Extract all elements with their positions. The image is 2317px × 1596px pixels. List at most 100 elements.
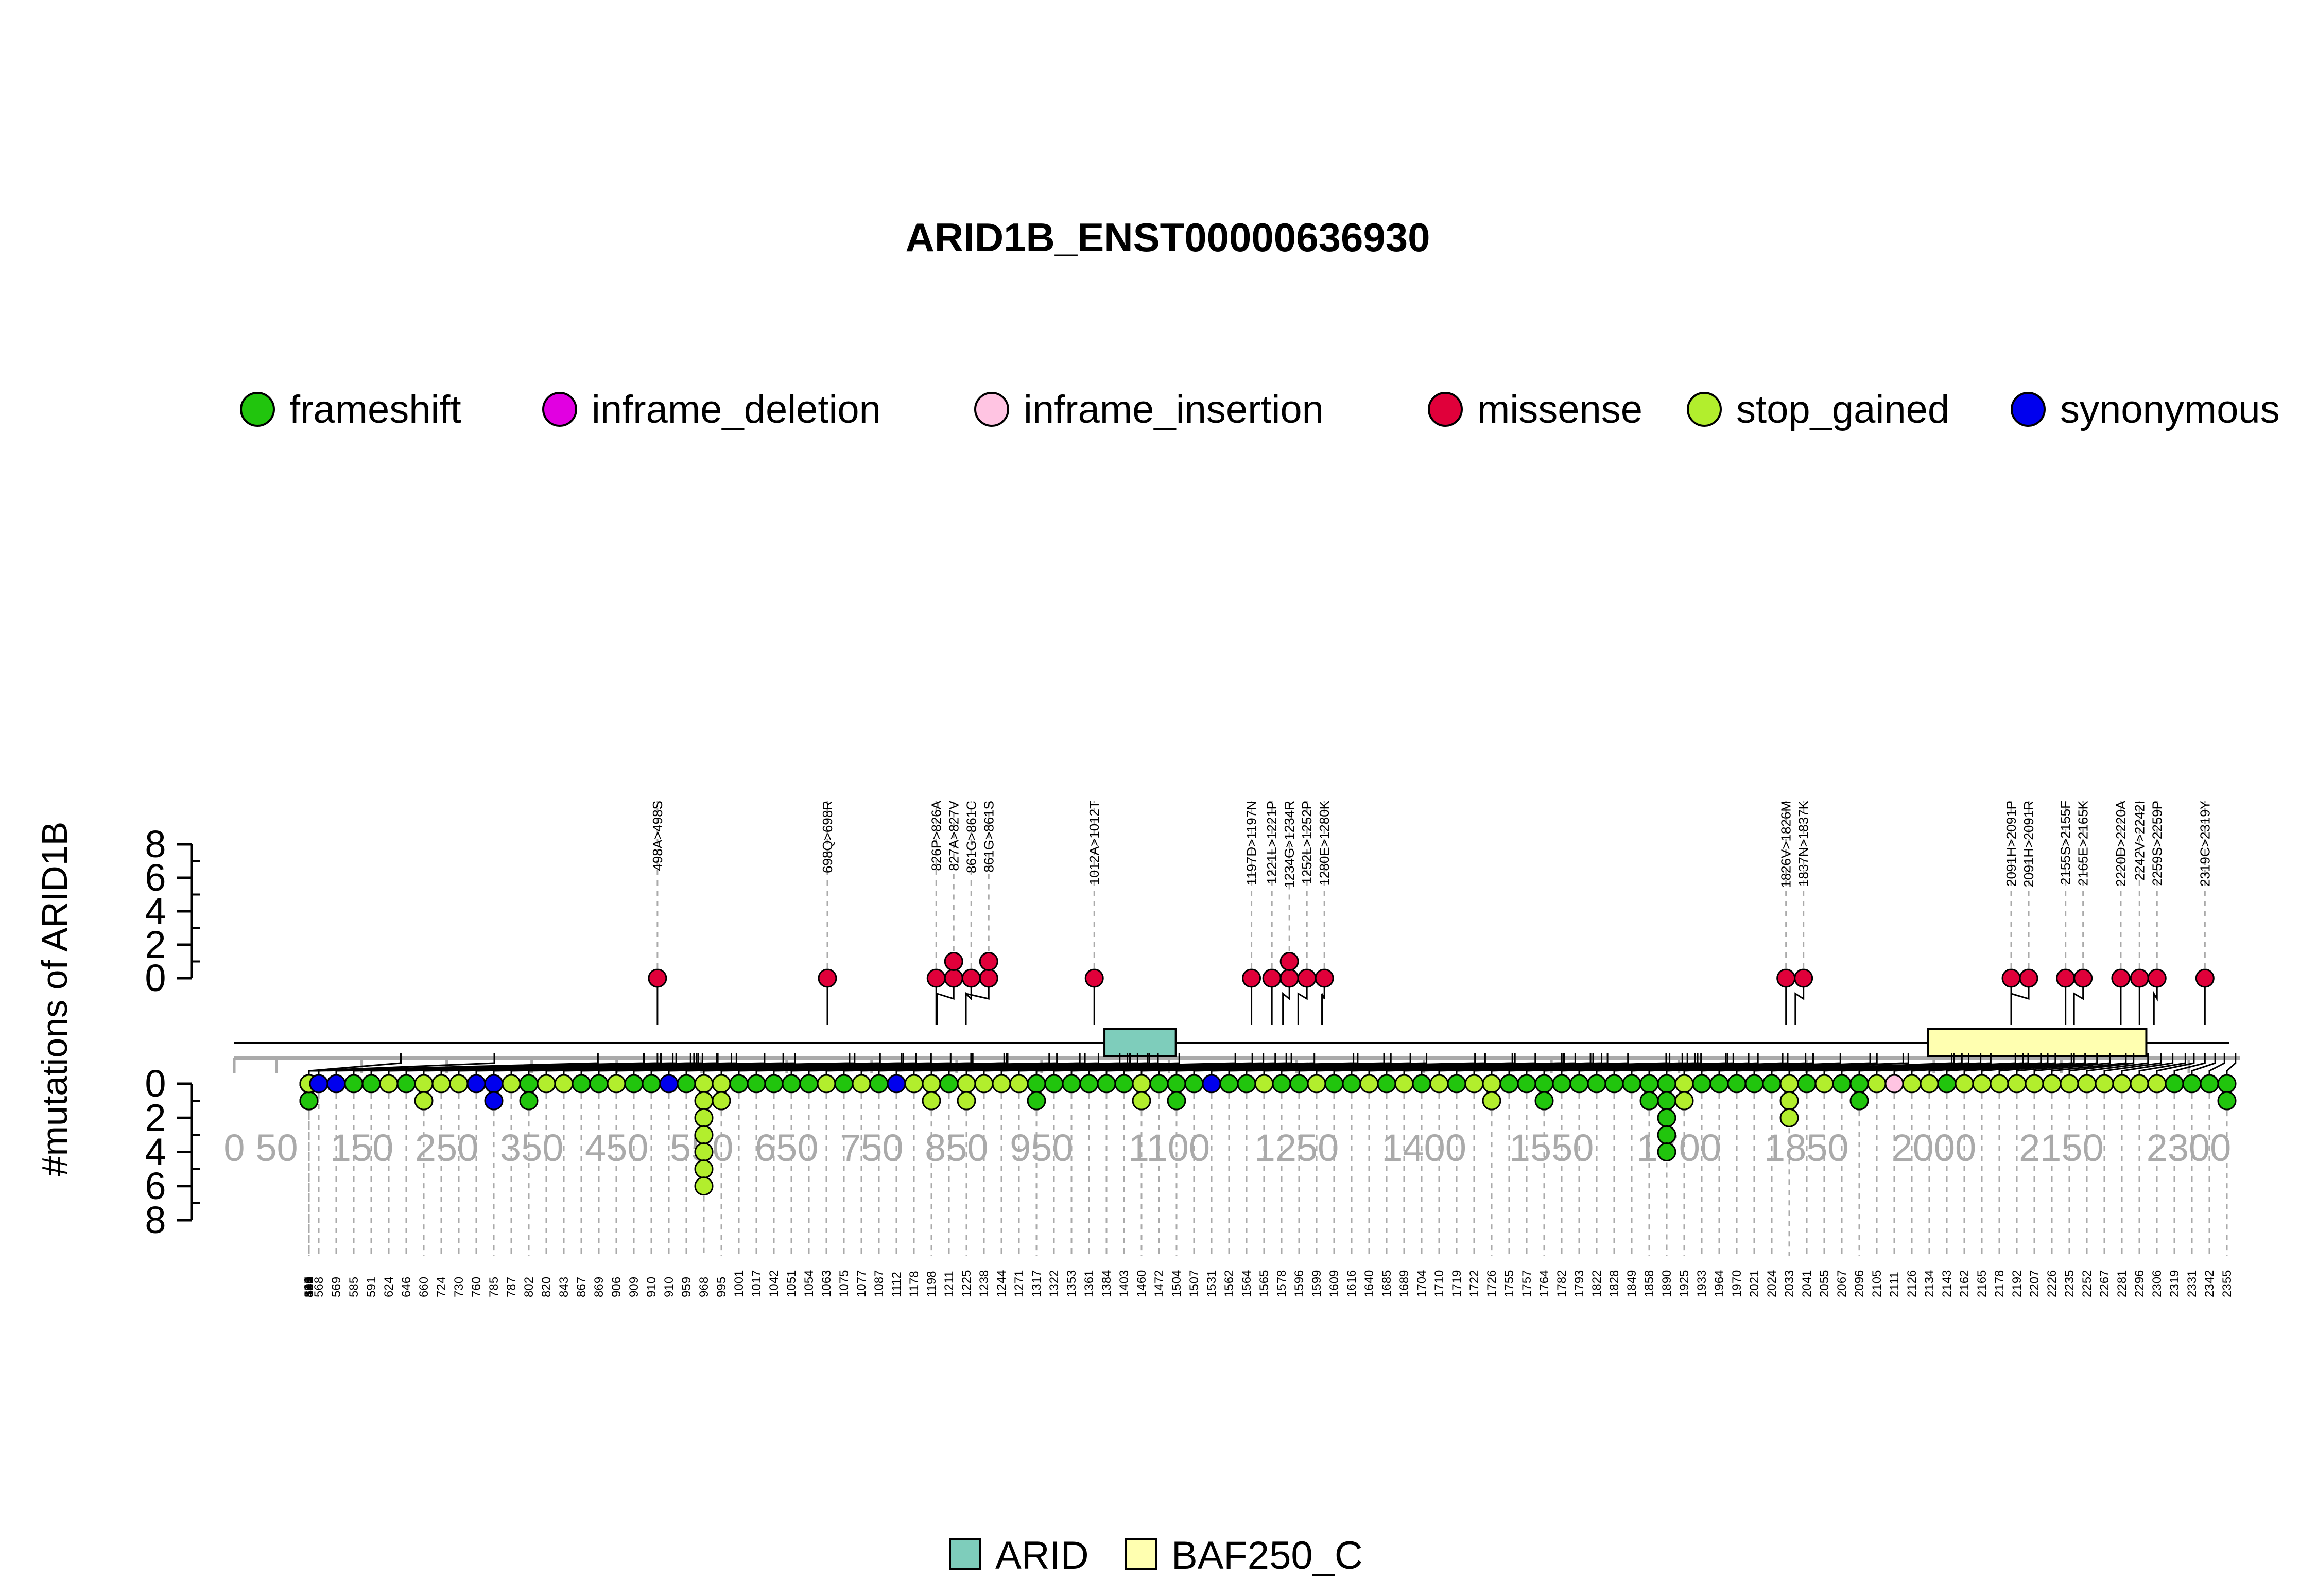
top-mutation-label: 1234G>1234R	[1282, 801, 1297, 888]
bottom-mutation-point	[1657, 1074, 1676, 1094]
bottom-mutation-point	[992, 1074, 1011, 1094]
bottom-mutation-point	[1639, 1091, 1659, 1111]
bottom-mutation-point	[2147, 1074, 2167, 1094]
bottom-mutation-label: 760	[470, 1277, 483, 1297]
bottom-mutation-point	[379, 1074, 399, 1094]
top-mutation-point	[979, 968, 998, 988]
bottom-mutation-label: 541	[302, 1277, 316, 1297]
bottom-mutation-label: 2296	[2133, 1270, 2147, 1297]
bottom-mutation-point	[694, 1176, 714, 1196]
bottom-mutation-point	[1674, 1091, 1694, 1111]
bottom-mutation-label: 482	[302, 1277, 316, 1297]
bottom-mutation-point	[799, 1074, 819, 1094]
bottom-mutation-label: 1822	[1590, 1270, 1604, 1297]
top-mutation-label: 2242V>2242I	[2132, 801, 2147, 880]
bottom-mutation-point	[1062, 1074, 1081, 1094]
bottom-mutation-label: 428	[302, 1277, 316, 1297]
bottom-mutation-label: 1244	[995, 1270, 1009, 1297]
top-stem	[1321, 978, 1325, 1025]
bottom-mutation-label: 910	[662, 1277, 676, 1297]
top-mutation-point	[2130, 968, 2149, 988]
bottom-mutation-label: 2226	[2045, 1270, 2059, 1297]
position-tick-label: 1100	[1128, 1126, 1210, 1169]
bottom-mutation-point	[1377, 1074, 1396, 1094]
bottom-mutation-label: 1403	[1117, 1270, 1131, 1297]
guide-lines	[308, 801, 2228, 1256]
bottom-mutation-label: 1507	[1187, 1270, 1201, 1297]
bottom-mutation-label: 820	[540, 1277, 554, 1297]
bottom-mutation-label: 1077	[855, 1270, 869, 1297]
bottom-mutation-point	[712, 1074, 731, 1094]
legend-marker-missense	[1428, 392, 1463, 427]
top-mutation-point	[944, 952, 963, 971]
bottom-mutation-point	[1604, 1074, 1624, 1094]
top-mutation-label: 827A>827V	[946, 800, 961, 871]
bottom-mutation-label: 1782	[1555, 1270, 1569, 1297]
bottom-mutation-label: 1719	[1450, 1270, 1464, 1297]
bottom-mutation-point	[361, 1074, 381, 1094]
bottom-mutation-point	[1097, 1074, 1116, 1094]
bottom-mutation-label: 2178	[1993, 1270, 2007, 1297]
bottom-mutation-point	[554, 1074, 574, 1094]
bottom-mutation-point	[1867, 1074, 1887, 1094]
bottom-mutation-point	[2095, 1074, 2114, 1094]
position-tick-label: 250	[415, 1126, 478, 1169]
domain-baf250-c	[1927, 1028, 2148, 1057]
bottom-mutation-label: 2267	[2098, 1270, 2112, 1297]
bottom-mutation-point	[2112, 1074, 2132, 1094]
bottom-mutation-label: 516	[302, 1277, 316, 1297]
bottom-mutation-label: 585	[347, 1277, 361, 1297]
legend-label-inframe-deletion: inframe_deletion	[592, 388, 881, 431]
y-axis-label: #mutations of ARID1B	[34, 822, 75, 1176]
bottom-mutation-point	[431, 1074, 451, 1094]
position-tick-label: 850	[925, 1126, 988, 1169]
bottom-mutation-point	[537, 1074, 556, 1094]
top-mutation-label: 2155S>2155F	[2058, 801, 2073, 885]
position-tick-label: 2000	[1892, 1126, 1977, 1169]
bottom-mutation-label: 1317	[1030, 1270, 1044, 1297]
bottom-mutation-label: 2306	[2150, 1270, 2164, 1297]
bottom-mutation-point	[1884, 1074, 1904, 1094]
bottom-mutation-label: 2134	[1923, 1270, 1936, 1297]
top-mutation-point	[1242, 968, 1261, 988]
top-axis-tick-label: 0	[145, 957, 166, 999]
bottom-mutation-label: 1722	[1467, 1270, 1481, 1297]
bottom-mutation-point	[1359, 1074, 1379, 1094]
bottom-mutation-point	[1849, 1074, 1869, 1094]
bottom-mutation-label: 544	[302, 1277, 316, 1297]
top-mutation-point	[1279, 952, 1299, 971]
bottom-mutation-point	[1342, 1074, 1361, 1094]
top-mutation-point	[818, 968, 837, 988]
bottom-mutation-point	[1394, 1074, 1414, 1094]
bottom-mutation-point	[2165, 1074, 2184, 1094]
bottom-mutation-point	[957, 1091, 976, 1111]
top-axis-tick-label: 6	[145, 856, 166, 899]
bottom-mutation-point	[299, 1091, 319, 1111]
bottom-mutation-point	[449, 1074, 469, 1094]
bottom-mutation-point	[729, 1074, 749, 1094]
bottom-mutation-label: 2281	[2115, 1270, 2129, 1297]
top-mutation-label: 2091H>2091R	[2021, 801, 2036, 887]
bottom-mutation-label: 724	[435, 1277, 448, 1297]
top-mutation-label: 1837N>1837K	[1796, 800, 1811, 887]
position-tick-label: 150	[330, 1126, 393, 1169]
bottom-mutation-point	[747, 1074, 766, 1094]
top-mutation-point	[1279, 968, 1299, 988]
bottom-mutation-point	[1569, 1074, 1589, 1094]
bottom-mutation-point	[1709, 1074, 1729, 1094]
bottom-mutation-label: 959	[680, 1277, 694, 1297]
bottom-mutation-point	[466, 1074, 486, 1094]
bottom-mutation-point	[572, 1074, 591, 1094]
bottom-mutation-point	[519, 1074, 539, 1094]
bottom-mutation-point	[1832, 1074, 1852, 1094]
bottom-mutation-label: 2165	[1975, 1270, 1989, 1297]
top-mutation-label: 1252L>1252P	[1299, 801, 1315, 884]
bottom-mutation-label: 787	[505, 1277, 518, 1297]
bottom-mutation-label: 968	[697, 1277, 711, 1297]
bottom-mutation-point	[2007, 1074, 2027, 1094]
legend-marker-inframe-insertion	[974, 392, 1009, 427]
bottom-mutation-label: 646	[400, 1277, 413, 1297]
bottom-mutation-label: 1755	[1502, 1270, 1516, 1297]
top-stem	[936, 978, 955, 1025]
domain-arid	[1103, 1028, 1177, 1057]
